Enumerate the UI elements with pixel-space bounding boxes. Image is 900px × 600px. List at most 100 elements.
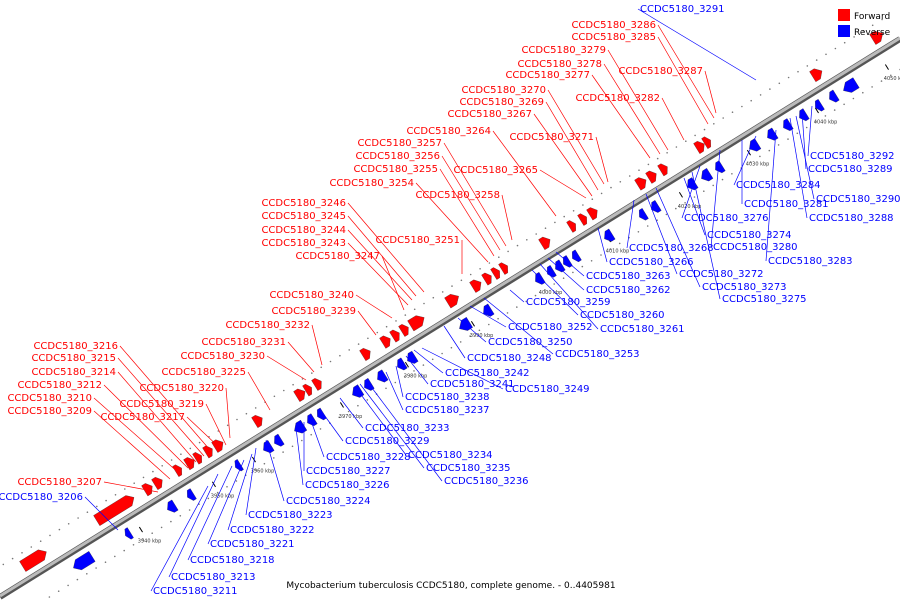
gene-label: CCDC5180_3231 <box>201 337 286 348</box>
gene-label: CCDC5180_3251 <box>375 235 460 246</box>
forward-gene-arrow <box>172 464 182 477</box>
guide-dot <box>647 163 650 166</box>
guide-dot <box>292 383 294 386</box>
guide-dot <box>852 97 855 100</box>
guide-dot <box>413 308 416 311</box>
guide-dot <box>104 561 107 563</box>
guide-dot <box>114 494 117 496</box>
guide-dot <box>339 354 341 357</box>
guide-dot <box>497 317 499 320</box>
label-leader-line <box>655 187 701 288</box>
guide-dot <box>506 312 509 314</box>
gene-label: CCDC5180_3232 <box>225 320 310 331</box>
guide-dot <box>451 285 453 287</box>
guide-dot <box>871 86 873 88</box>
guide-dot <box>142 538 144 540</box>
guide-dot <box>170 520 172 523</box>
guide-dot <box>721 178 724 181</box>
label-leader-line <box>205 403 227 446</box>
reverse-gene-arrow <box>124 527 134 540</box>
forward-gene-arrow <box>151 477 163 491</box>
legend-label-forward: Forward <box>854 12 890 22</box>
label-leader-line <box>457 317 487 343</box>
reverse-gene-arrow <box>701 167 714 182</box>
guide-dot <box>114 555 116 558</box>
label-leader-line <box>245 447 257 516</box>
guide-dot <box>693 196 696 198</box>
gene-label: CCDC5180_3215 <box>31 353 116 364</box>
gene-label: CCDC5180_3260 <box>580 310 665 321</box>
ruler-tick-label: 3960 kbp <box>251 469 275 475</box>
forward-gene-arrow <box>444 294 459 309</box>
gene-label: CCDC5180_3289 <box>808 164 893 175</box>
label-leader-line <box>421 347 504 390</box>
guide-dot <box>526 239 528 241</box>
gene-label: CCDC5180_3242 <box>445 368 530 379</box>
guide-dot <box>638 169 640 171</box>
guide-dot <box>422 364 425 366</box>
guide-dot <box>637 231 640 233</box>
gene-label: CCDC5180_3290 <box>816 194 900 205</box>
reverse-genes <box>73 77 860 571</box>
gene-label: CCDC5180_3284 <box>736 180 821 191</box>
backbone-line <box>0 36 900 598</box>
reverse-gene-arrow <box>651 200 662 213</box>
gene-label: CCDC5180_3263 <box>586 271 671 282</box>
gene-label: CCDC5180_3270 <box>461 85 546 96</box>
ruler-tick-label: 3950 kbp <box>211 493 235 499</box>
guide-dot <box>469 335 471 337</box>
reverse-gene-arrow <box>187 488 197 501</box>
guide-dot <box>367 337 369 340</box>
guide-dot <box>179 515 182 517</box>
guide-dot <box>750 99 752 102</box>
ruler-tick-label: 3990 kbp <box>470 333 494 339</box>
guide-dot <box>67 523 70 525</box>
label-leader-line <box>265 439 285 502</box>
legend: Forward Reverse <box>838 9 891 38</box>
label-leader-line <box>509 289 525 303</box>
reverse-gene-arrow <box>829 89 840 103</box>
reverse-gene-arrow <box>459 316 473 331</box>
guide-dot <box>320 366 323 369</box>
guide-dot <box>95 567 97 569</box>
reverse-gene-arrow <box>687 177 699 191</box>
forward-gene-arrow <box>693 141 705 154</box>
gene-label: CCDC5180_3271 <box>509 132 594 143</box>
guide-dot <box>86 511 89 513</box>
guide-dot <box>58 528 61 531</box>
guide-dot <box>759 155 761 158</box>
gene-label: CCDC5180_3291 <box>640 4 725 15</box>
guide-dot <box>572 210 575 212</box>
label-leader-line <box>533 113 593 197</box>
guide-dot <box>348 349 351 351</box>
gene-label: CCDC5180_3287 <box>618 66 703 77</box>
label-leader-line <box>355 387 407 456</box>
ruler-tick <box>884 64 889 70</box>
guide-dot <box>713 123 715 125</box>
label-leader-line <box>93 410 171 480</box>
reverse-gene-arrow <box>783 118 794 131</box>
forward-gene-arrow <box>481 272 492 286</box>
guide-dot <box>516 306 518 308</box>
guide-dot <box>86 573 88 575</box>
ruler-tick-label: 4010 kbp <box>606 248 630 254</box>
forward-gene-arrow <box>634 177 647 191</box>
forward-gene-arrow <box>869 31 883 45</box>
gene-label: CCDC5180_3222 <box>230 525 315 536</box>
guide-dot <box>646 225 649 227</box>
guide-dot <box>871 24 874 27</box>
gene-label: CCDC5180_3256 <box>355 151 440 162</box>
reverse-gene-arrow <box>767 127 779 141</box>
guide-dot <box>11 557 14 560</box>
gene-label: CCDC5180_3224 <box>286 496 371 507</box>
label-leader-line <box>225 387 231 439</box>
guide-dot <box>600 192 603 195</box>
forward-gene-arrow <box>192 452 202 465</box>
guide-dot <box>161 465 163 467</box>
reverse-gene-arrow <box>483 303 495 317</box>
label-leader-line <box>247 371 271 411</box>
label-leader-line <box>657 36 709 125</box>
gene-label: CCDC5180_3213 <box>171 572 256 583</box>
guide-dot <box>554 221 556 224</box>
guide-dot <box>890 74 892 77</box>
